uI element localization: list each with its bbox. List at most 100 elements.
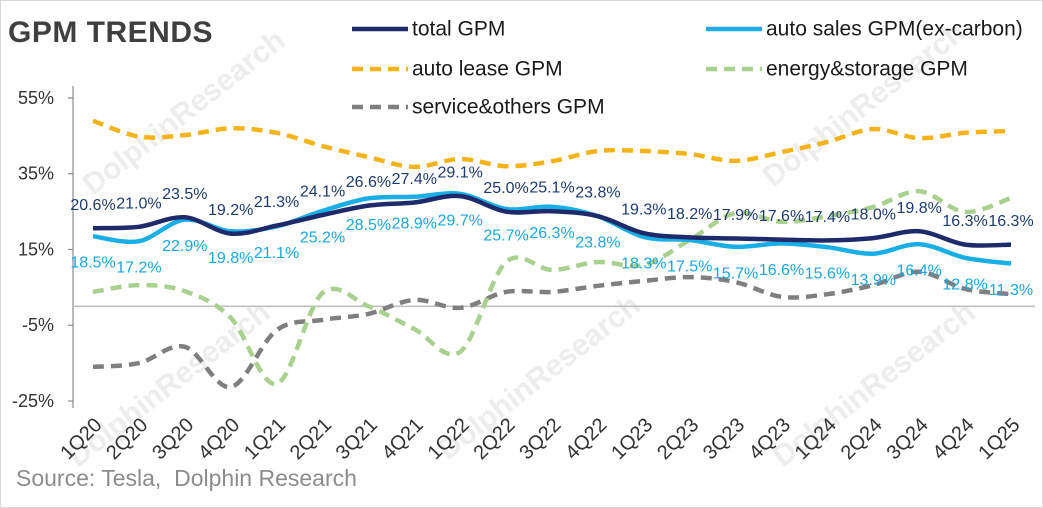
data-point-energy-storage-gpm	[595, 259, 600, 264]
data-point-energy-storage-gpm	[1009, 195, 1014, 200]
data-point-service-others-gpm	[595, 283, 600, 288]
data-label-auto-sales-gpm-ex-carbon: 25.7%	[483, 227, 528, 244]
series-line-total-gpm	[92, 193, 1012, 248]
data-label-total-gpm: 17.9%	[713, 207, 758, 224]
data-point-energy-storage-gpm	[136, 283, 141, 288]
data-label-auto-sales-gpm-ex-carbon: 13.9%	[851, 272, 896, 289]
data-label-auto-sales-gpm-ex-carbon: 19.8%	[208, 250, 253, 267]
data-point-energy-storage-gpm	[320, 291, 325, 296]
data-point-auto-sales-gpm-ex-carbon	[91, 234, 96, 239]
y-tick-label: 35%	[18, 164, 54, 184]
legend-item-total-gpm: total GPM	[352, 18, 505, 41]
source-note: Source: Tesla, Dolphin Research	[16, 465, 357, 491]
data-point-service-others-gpm	[412, 297, 417, 302]
data-label-total-gpm: 25.0%	[483, 180, 528, 197]
series-line-energy-storage-gpm	[92, 188, 1012, 387]
data-point-service-others-gpm	[550, 289, 555, 294]
data-point-auto-lease-gpm	[733, 158, 738, 163]
data-point-service-others-gpm	[182, 344, 187, 349]
data-label-auto-sales-gpm-ex-carbon: 18.3%	[621, 255, 666, 272]
y-tick-label: 15%	[18, 239, 54, 259]
data-point-energy-storage-gpm	[228, 315, 233, 320]
data-point-auto-lease-gpm	[91, 118, 96, 123]
series-line-auto-lease-gpm	[92, 118, 1012, 170]
data-label-total-gpm: 17.6%	[759, 208, 804, 225]
data-point-energy-storage-gpm	[274, 381, 279, 386]
data-label-total-gpm: 25.1%	[529, 180, 574, 197]
data-point-energy-storage-gpm	[917, 189, 922, 194]
data-label-auto-sales-gpm-ex-carbon: 21.1%	[254, 245, 299, 262]
axes	[72, 86, 1035, 408]
data-label-auto-sales-gpm-ex-carbon: 16.4%	[897, 263, 942, 280]
data-point-total-gpm	[687, 235, 692, 240]
data-label-total-gpm: 16.3%	[988, 213, 1033, 230]
y-tick-label: -25%	[12, 391, 54, 411]
data-point-total-gpm	[595, 214, 600, 219]
data-label-total-gpm: 23.8%	[575, 185, 620, 202]
data-point-total-gpm	[320, 213, 325, 218]
data-label-auto-sales-gpm-ex-carbon: 11.3%	[989, 282, 1033, 299]
data-point-total-gpm	[779, 237, 784, 242]
data-label-total-gpm: 17.4%	[805, 209, 850, 226]
data-label-total-gpm: 19.2%	[208, 202, 253, 219]
data-point-service-others-gpm	[228, 384, 233, 389]
data-point-energy-storage-gpm	[91, 289, 96, 294]
data-point-service-others-gpm	[366, 311, 371, 316]
data-point-auto-lease-gpm	[504, 164, 509, 169]
data-point-auto-lease-gpm	[825, 139, 830, 144]
data-label-auto-sales-gpm-ex-carbon: 12.8%	[942, 276, 987, 293]
data-point-energy-storage-gpm	[366, 304, 371, 309]
data-point-total-gpm	[458, 194, 463, 199]
data-point-service-others-gpm	[136, 361, 141, 366]
legend-label: auto sales GPM(ex-carbon)	[766, 18, 1023, 41]
data-point-auto-lease-gpm	[963, 130, 968, 135]
data-label-auto-sales-gpm-ex-carbon: 22.9%	[162, 238, 207, 255]
data-point-total-gpm	[504, 209, 509, 214]
data-point-auto-sales-gpm-ex-carbon	[550, 204, 555, 209]
legend-item-service-others-gpm: service&others GPM	[352, 96, 605, 119]
data-point-auto-sales-gpm-ex-carbon	[825, 245, 830, 250]
data-point-auto-lease-gpm	[182, 133, 187, 138]
y-axis-ticks: 55% 35% 15% -5% -25%	[12, 88, 73, 411]
data-point-total-gpm	[136, 224, 141, 229]
data-label-auto-sales-gpm-ex-carbon: 15.7%	[713, 265, 758, 282]
data-point-auto-lease-gpm	[458, 156, 463, 161]
data-point-auto-sales-gpm-ex-carbon	[366, 196, 371, 201]
data-label-auto-sales-gpm-ex-carbon: 23.8%	[575, 235, 620, 252]
data-label-total-gpm: 24.1%	[300, 184, 345, 201]
series-lines	[92, 118, 1012, 390]
data-point-auto-lease-gpm	[550, 159, 555, 164]
data-label-total-gpm: 18.0%	[851, 207, 896, 224]
data-point-service-others-gpm	[91, 364, 96, 369]
data-point-auto-lease-gpm	[228, 126, 233, 131]
data-point-total-gpm	[733, 236, 738, 241]
data-point-auto-sales-gpm-ex-carbon	[1009, 261, 1014, 266]
data-point-auto-sales-gpm-ex-carbon	[917, 242, 922, 247]
data-label-total-gpm: 21.0%	[116, 195, 161, 212]
data-point-auto-lease-gpm	[779, 150, 784, 155]
data-point-total-gpm	[366, 203, 371, 208]
data-point-total-gpm	[412, 200, 417, 205]
data-point-auto-sales-gpm-ex-carbon	[871, 251, 876, 256]
data-point-energy-storage-gpm	[550, 267, 555, 272]
legend-label: energy&storage GPM	[766, 58, 968, 81]
data-point-service-others-gpm	[641, 278, 646, 283]
data-point-energy-storage-gpm	[458, 349, 463, 354]
data-point-auto-lease-gpm	[274, 130, 279, 135]
data-point-total-gpm	[825, 238, 830, 243]
legend-item-energy-storage-gpm: energy&storage GPM	[706, 58, 968, 81]
data-label-total-gpm: 27.4%	[392, 171, 437, 188]
data-point-total-gpm	[917, 229, 922, 234]
data-point-service-others-gpm	[825, 292, 830, 297]
data-point-total-gpm	[274, 223, 279, 228]
data-point-auto-lease-gpm	[412, 164, 417, 169]
data-point-total-gpm	[1009, 242, 1014, 247]
data-label-total-gpm: 26.6%	[346, 174, 391, 191]
data-point-auto-sales-gpm-ex-carbon	[412, 194, 417, 199]
data-point-energy-storage-gpm	[412, 327, 417, 332]
data-label-auto-sales-gpm-ex-carbon: 17.5%	[667, 259, 712, 276]
data-label-auto-sales-gpm-ex-carbon: 15.6%	[805, 266, 850, 283]
data-label-total-gpm: 19.8%	[897, 200, 942, 217]
data-label-auto-sales-gpm-ex-carbon: 28.9%	[392, 215, 437, 232]
data-label-auto-sales-gpm-ex-carbon: 18.5%	[70, 255, 115, 272]
